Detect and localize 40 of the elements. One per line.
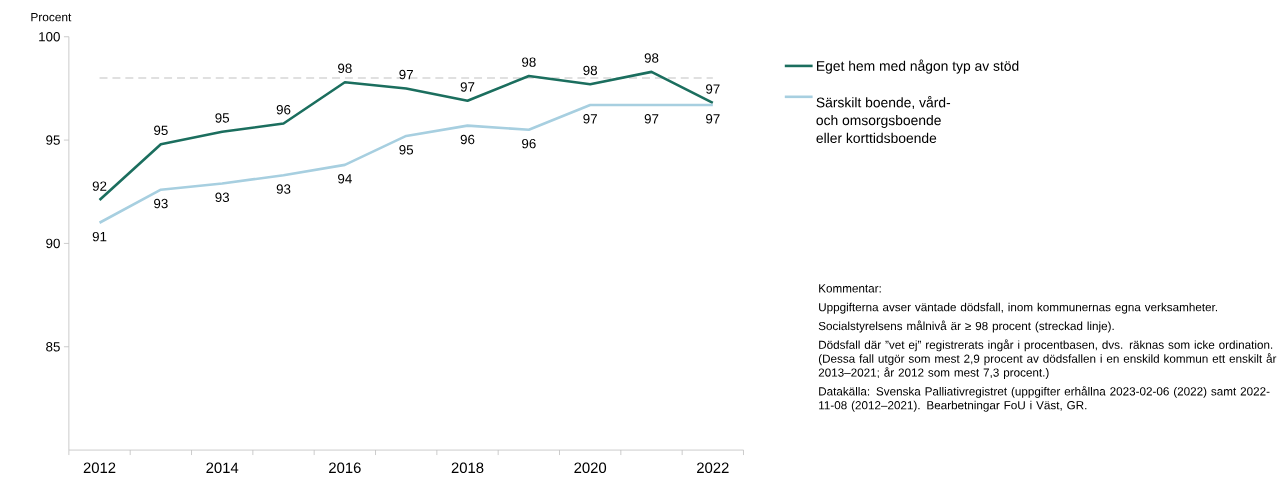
text: Socialstyrelsens målnivå är ≥ 98 procent (streckad linje). xyxy=(818,320,1114,333)
y-axis-title: Procent xyxy=(31,13,72,22)
text: Dödsfall där ”vet ej” registrerats ingår i procentbasen, dvs. räknas som icke ordination. (Dessa fall utgör som mest 2,9 procent av dödsfallen i en enskild kommun ett enskilt år 2013–2021; år 2012 som mest 7,3 procent.) xyxy=(818,339,1277,380)
data-label: 98 xyxy=(338,63,352,74)
data-label: 91 xyxy=(92,231,107,242)
data-label: 98 xyxy=(522,57,536,67)
x-tick-label: 2022 xyxy=(697,462,729,474)
x-tick-label: 2016 xyxy=(329,462,361,474)
data-label: 97 xyxy=(644,114,659,124)
y-tick-label: 95 xyxy=(46,135,60,145)
data-label: 97 xyxy=(460,82,475,92)
data-label: 98 xyxy=(644,53,659,63)
data-label: 96 xyxy=(276,105,291,115)
data-label: 96 xyxy=(522,138,536,149)
y-tick-label: 90 xyxy=(46,238,60,249)
data-label: 97 xyxy=(399,69,413,80)
data-label: 97 xyxy=(706,114,720,124)
data-label: 98 xyxy=(583,65,598,76)
data-label: 95 xyxy=(399,145,414,155)
legend-label: Särskilt boende, vård- och omsorgsboende eller korttidsboende xyxy=(816,96,951,144)
data-label: 96 xyxy=(460,134,475,145)
x-tick-label: 2020 xyxy=(574,462,607,474)
data-label: 93 xyxy=(154,198,168,209)
data-label: 92 xyxy=(92,181,107,191)
text: Datakälla: Svenska Palliativregistret (uppgifter erhållna 2023-02-06 (2022) samt 2022-11-08 (2012–2021). Bearbetningar FoU i Väst, GR. xyxy=(819,386,1270,412)
y-tick-label: 85 xyxy=(46,342,60,352)
data-label: 95 xyxy=(215,113,230,123)
text: Uppgifterna avser väntade dödsfall, inom kommunernas egna verksamheter. xyxy=(819,302,1217,314)
data-label: 93 xyxy=(276,184,291,194)
x-tick-label: 2012 xyxy=(83,462,116,474)
legend-label: Eget hem med någon typ av stöd xyxy=(817,59,1019,74)
data-label: 95 xyxy=(154,125,168,136)
x-tick-label: 2018 xyxy=(451,462,484,474)
data-label: 97 xyxy=(583,114,597,124)
y-tick-label: 100 xyxy=(39,32,60,42)
data-label: 93 xyxy=(215,192,230,203)
text: Kommentar: xyxy=(819,284,881,293)
data-label: 97 xyxy=(706,84,720,94)
data-label: 94 xyxy=(338,174,352,184)
x-tick-label: 2014 xyxy=(206,462,239,474)
